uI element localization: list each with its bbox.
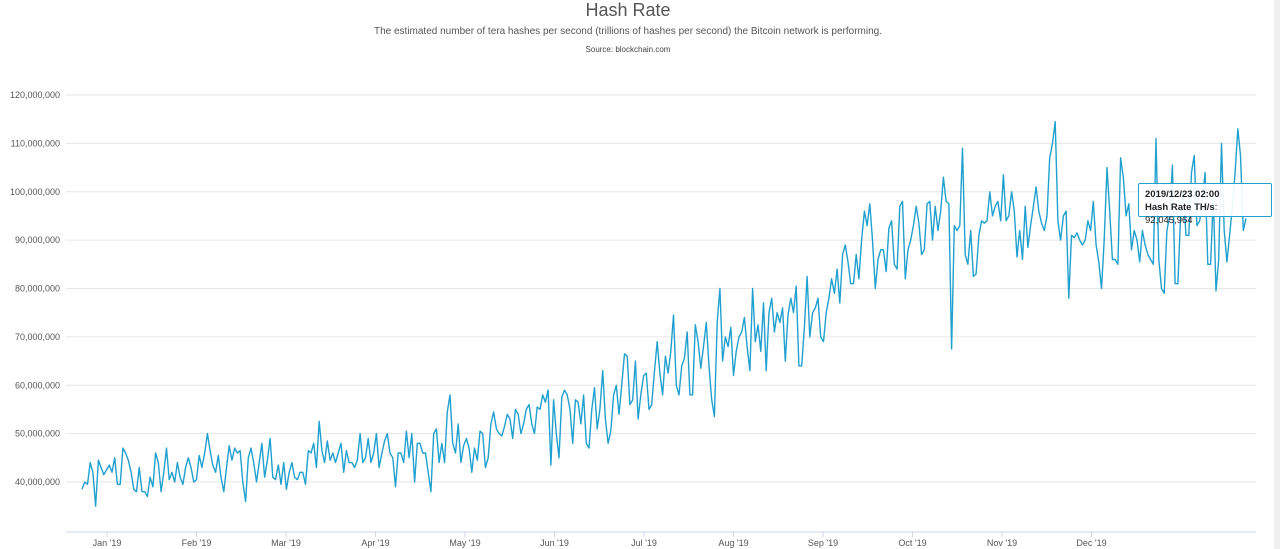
y-tick-label: 90,000,000 (15, 235, 60, 245)
y-tick-label: 60,000,000 (15, 380, 60, 390)
tooltip-row: Hash Rate TH/s: 92,045,964 (1145, 201, 1265, 227)
x-axis-ticks: Jan '19 Feb '19 Mar '19 Apr '19 May '19 Jun '… (93, 532, 1107, 548)
chart-title: Hash Rate (585, 0, 671, 20)
y-axis-ticks: 40,000,000 50,000,000 60,000,000 70,000,000… (10, 90, 60, 487)
chart-tooltip: 2019/12/23 02:00 Hash Rate TH/s: 92,045,… (1138, 183, 1272, 226)
x-tick-label: Oct '19 (898, 538, 926, 548)
hash-rate-series-line[interactable] (81, 120, 1247, 507)
y-tick-label: 40,000,000 (15, 477, 60, 487)
grid-lines (66, 94, 1256, 483)
x-tick-label: May '19 (449, 538, 480, 548)
y-tick-label: 50,000,000 (15, 429, 60, 439)
x-tick-label: Aug '19 (718, 538, 748, 548)
y-tick-label: 110,000,000 (11, 138, 60, 148)
x-tick-label: Dec '19 (1076, 538, 1106, 548)
x-tick-label: Jun '19 (540, 538, 569, 548)
x-tick-label: Jan '19 (93, 538, 122, 548)
x-tick-label: Feb '19 (182, 538, 212, 548)
chart-subtitle: The estimated number of tera hashes per … (373, 26, 883, 37)
x-tick-label: Mar '19 (271, 538, 301, 548)
tooltip-date: 2019/12/23 02:00 (1145, 189, 1220, 200)
x-tick-label: Apr '19 (361, 538, 389, 548)
x-tick-label: Nov '19 (987, 538, 1017, 548)
y-tick-label: 100,000,000 (10, 187, 60, 197)
chart-source: Source: blockchain.com (585, 45, 671, 54)
x-tick-label: Jul '19 (631, 538, 657, 548)
page-scrollbar[interactable] (1274, 0, 1280, 549)
x-tick-label: Sep '19 (808, 538, 838, 548)
tooltip-colon: : (1214, 202, 1218, 213)
tooltip-series-label: Hash Rate TH/s (1145, 202, 1215, 213)
tooltip-value: 92,045,964 (1145, 215, 1193, 226)
y-tick-label: 80,000,000 (15, 284, 60, 294)
y-tick-label: 70,000,000 (15, 332, 60, 342)
y-tick-label: 120,000,000 (10, 90, 60, 100)
